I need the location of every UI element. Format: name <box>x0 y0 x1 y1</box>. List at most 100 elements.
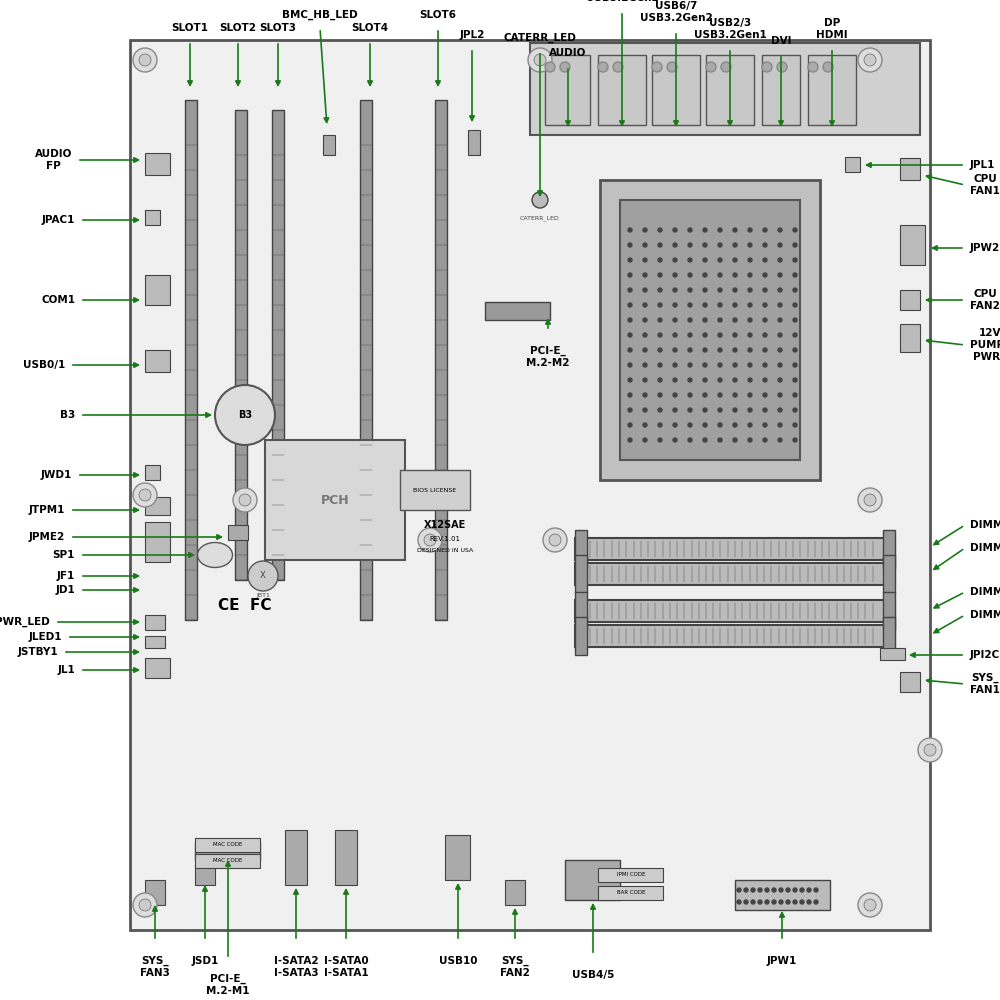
Text: DIMMB2: DIMMB2 <box>970 610 1000 620</box>
Text: DIMMA1: DIMMA1 <box>970 520 1000 530</box>
Bar <box>575 625 895 647</box>
Circle shape <box>918 738 942 762</box>
Bar <box>900 324 920 352</box>
Circle shape <box>763 288 767 292</box>
Circle shape <box>763 318 767 322</box>
Circle shape <box>758 888 762 892</box>
Circle shape <box>133 48 157 72</box>
Circle shape <box>688 318 692 322</box>
Circle shape <box>737 900 741 904</box>
Text: CPU
FAN1: CPU FAN1 <box>970 174 1000 196</box>
Circle shape <box>778 228 782 232</box>
Circle shape <box>673 393 677 397</box>
Circle shape <box>778 438 782 442</box>
Circle shape <box>786 900 790 904</box>
Circle shape <box>628 258 632 262</box>
Circle shape <box>703 393 707 397</box>
Circle shape <box>598 62 608 72</box>
Circle shape <box>688 228 692 232</box>
Circle shape <box>763 258 767 262</box>
Circle shape <box>628 333 632 337</box>
Circle shape <box>733 318 737 322</box>
Bar <box>400 470 470 510</box>
Circle shape <box>658 258 662 262</box>
Circle shape <box>543 528 567 552</box>
Circle shape <box>652 62 662 72</box>
Circle shape <box>688 288 692 292</box>
Circle shape <box>924 744 936 756</box>
Circle shape <box>673 273 677 277</box>
Bar <box>735 880 830 910</box>
Circle shape <box>778 318 782 322</box>
Circle shape <box>748 378 752 382</box>
Text: JWD1: JWD1 <box>41 470 72 480</box>
Circle shape <box>628 393 632 397</box>
Circle shape <box>628 288 632 292</box>
Circle shape <box>673 378 677 382</box>
Circle shape <box>765 888 769 892</box>
Circle shape <box>778 273 782 277</box>
Circle shape <box>549 534 561 546</box>
Circle shape <box>765 900 769 904</box>
Text: PCI-E_
M.2-M1: PCI-E_ M.2-M1 <box>206 974 250 996</box>
Bar <box>323 135 335 155</box>
Circle shape <box>748 318 752 322</box>
Circle shape <box>733 243 737 247</box>
Circle shape <box>673 333 677 337</box>
Circle shape <box>748 348 752 352</box>
Text: X12SAE: X12SAE <box>424 520 466 530</box>
Text: SLOT6: SLOT6 <box>420 10 456 20</box>
Circle shape <box>718 303 722 307</box>
Circle shape <box>793 378 797 382</box>
Circle shape <box>703 423 707 427</box>
Text: REV.1.01: REV.1.01 <box>430 536 460 542</box>
Text: USB4/5: USB4/5 <box>572 970 614 980</box>
Circle shape <box>673 228 677 232</box>
Circle shape <box>673 303 677 307</box>
Text: DP
HDMI: DP HDMI <box>816 18 848 40</box>
Circle shape <box>763 378 767 382</box>
Circle shape <box>733 408 737 412</box>
Bar <box>445 835 470 880</box>
Text: AUDIO
FP: AUDIO FP <box>35 149 72 171</box>
Circle shape <box>733 423 737 427</box>
Circle shape <box>688 363 692 367</box>
Circle shape <box>139 899 151 911</box>
Circle shape <box>779 900 783 904</box>
Circle shape <box>703 273 707 277</box>
Circle shape <box>658 318 662 322</box>
Circle shape <box>628 348 632 352</box>
Circle shape <box>628 438 632 442</box>
Circle shape <box>643 243 647 247</box>
Bar <box>228 525 248 540</box>
Text: SLOT1: SLOT1 <box>172 23 208 33</box>
Text: CATERR_LED: CATERR_LED <box>520 215 560 221</box>
Text: I-SATA0
I-SATA1: I-SATA0 I-SATA1 <box>324 956 368 978</box>
Circle shape <box>718 393 722 397</box>
Bar <box>235 110 247 580</box>
Circle shape <box>658 423 662 427</box>
Circle shape <box>133 893 157 917</box>
Circle shape <box>628 378 632 382</box>
Text: JPW2: JPW2 <box>970 243 1000 253</box>
Circle shape <box>864 54 876 66</box>
Circle shape <box>673 423 677 427</box>
Circle shape <box>718 288 722 292</box>
Text: USB0/1: USB0/1 <box>23 360 65 370</box>
Circle shape <box>779 888 783 892</box>
Circle shape <box>658 303 662 307</box>
Text: 12V
PUMP_
PWR1: 12V PUMP_ PWR1 <box>970 328 1000 362</box>
Circle shape <box>778 288 782 292</box>
Bar <box>185 100 197 620</box>
Circle shape <box>793 333 797 337</box>
Text: JSD1: JSD1 <box>191 956 219 966</box>
Circle shape <box>628 303 632 307</box>
Bar <box>575 617 587 655</box>
Circle shape <box>658 393 662 397</box>
Circle shape <box>643 348 647 352</box>
Circle shape <box>793 900 797 904</box>
Circle shape <box>793 243 797 247</box>
Text: COM1: COM1 <box>41 295 75 305</box>
Circle shape <box>793 318 797 322</box>
Circle shape <box>763 393 767 397</box>
